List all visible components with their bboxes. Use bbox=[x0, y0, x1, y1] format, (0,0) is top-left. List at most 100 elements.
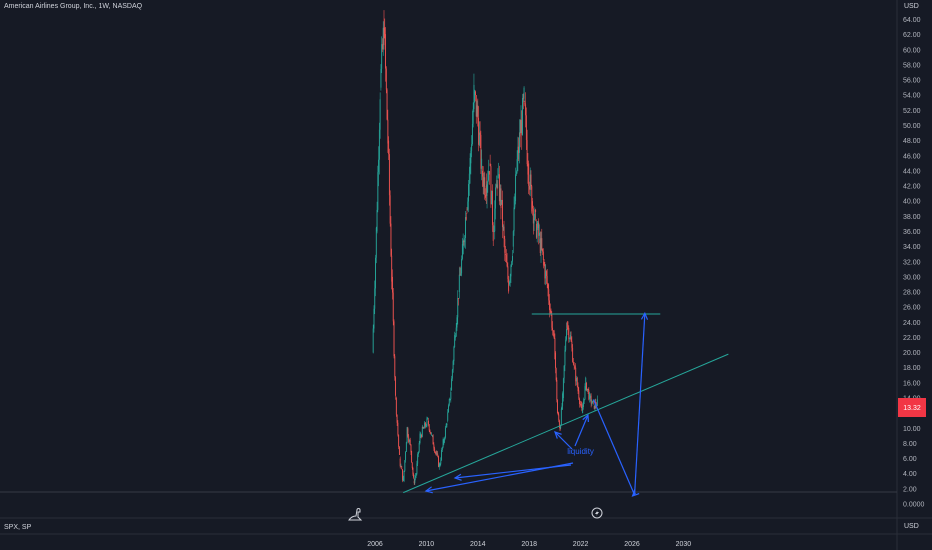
candle-body bbox=[488, 171, 490, 175]
candle-body bbox=[530, 174, 532, 187]
candle-body bbox=[557, 400, 558, 414]
candle-body bbox=[382, 44, 383, 50]
y-tick-label: 58.00 bbox=[903, 62, 921, 69]
candle-body bbox=[576, 377, 578, 387]
candle-body bbox=[497, 175, 499, 179]
candle-body bbox=[373, 308, 375, 329]
price-series bbox=[372, 10, 598, 485]
candle-body bbox=[377, 172, 379, 210]
candle-body bbox=[485, 194, 486, 198]
candle-body bbox=[586, 388, 588, 391]
y-tick-label: 40.00 bbox=[903, 199, 921, 206]
candle-body bbox=[548, 289, 550, 301]
candle-body bbox=[404, 460, 406, 471]
candle-body bbox=[457, 298, 459, 318]
candle-body bbox=[391, 255, 393, 282]
chart-title: American Airlines Group, Inc., 1W, NASDA… bbox=[4, 3, 143, 10]
candle-body bbox=[444, 437, 446, 441]
candle-body bbox=[440, 460, 442, 464]
candle-body bbox=[566, 328, 567, 340]
y-tick-label: 2.00 bbox=[903, 486, 917, 493]
candle-body bbox=[518, 132, 520, 153]
candle-body bbox=[584, 386, 586, 400]
candle-body bbox=[388, 140, 390, 155]
candle-body bbox=[441, 447, 443, 450]
liquidity-arrow-head bbox=[554, 431, 562, 439]
candle-body bbox=[427, 417, 429, 419]
candle-body bbox=[535, 209, 537, 213]
candle-body bbox=[468, 173, 470, 185]
candle-body bbox=[448, 405, 449, 413]
candle-body bbox=[382, 27, 384, 50]
candle-body bbox=[550, 310, 552, 313]
currency-label: USD bbox=[904, 3, 919, 10]
candle-body bbox=[376, 209, 378, 232]
lightning-icon[interactable] bbox=[591, 507, 603, 519]
candle-body bbox=[394, 356, 396, 378]
candle-body bbox=[527, 164, 529, 175]
candle-body bbox=[400, 466, 402, 468]
candle-body bbox=[464, 237, 466, 243]
candle-body bbox=[493, 231, 495, 233]
candle-body bbox=[438, 456, 439, 467]
candle-body bbox=[458, 298, 459, 299]
candle-body bbox=[555, 352, 556, 369]
candle-body bbox=[489, 163, 491, 167]
y-tick-label: 8.00 bbox=[903, 441, 917, 448]
candle-body bbox=[421, 434, 422, 437]
candle-body bbox=[372, 328, 374, 353]
candle-body bbox=[492, 224, 494, 241]
candle-body bbox=[390, 223, 392, 256]
candle-body bbox=[518, 146, 520, 153]
y-tick-label: 50.00 bbox=[903, 123, 921, 130]
y-tick-label: 56.00 bbox=[903, 78, 921, 85]
time-axis[interactable]: 2006 2010 2014 2018 2022 2026 2030 bbox=[367, 541, 691, 548]
candle-body bbox=[566, 322, 568, 328]
candle-body bbox=[459, 274, 461, 276]
projection-up-arrow bbox=[633, 313, 646, 495]
candle-body bbox=[438, 464, 440, 467]
candle-body bbox=[562, 378, 564, 399]
candle-body bbox=[458, 274, 460, 293]
candle-body bbox=[534, 209, 536, 219]
candle-body bbox=[556, 380, 558, 401]
candle-body bbox=[402, 469, 403, 481]
candle-body bbox=[443, 440, 445, 444]
candle-body bbox=[532, 201, 533, 209]
candle-body bbox=[508, 282, 510, 285]
y-tick-label: 60.00 bbox=[903, 47, 921, 54]
candle-body bbox=[591, 403, 593, 405]
candle-body bbox=[452, 361, 454, 370]
candle-body bbox=[549, 309, 551, 311]
x-tick-label: 2018 bbox=[521, 541, 537, 548]
candle-body bbox=[491, 190, 493, 205]
y-tick-label: 16.00 bbox=[903, 380, 921, 387]
candle-body bbox=[535, 223, 537, 238]
candle-body bbox=[446, 423, 448, 425]
candle-body bbox=[387, 119, 389, 144]
candle-body bbox=[454, 336, 456, 338]
candle-body bbox=[461, 258, 463, 274]
candle-body bbox=[477, 105, 479, 119]
candle-body bbox=[392, 276, 393, 293]
candle-body bbox=[525, 104, 527, 116]
price-axis[interactable]: 64.00 62.00 60.00 58.00 56.00 54.00 52.00 50.00… bbox=[903, 17, 925, 508]
candle-body bbox=[483, 177, 485, 187]
liquidity-arrow bbox=[454, 464, 572, 479]
y-tick-label: 0.0000 bbox=[903, 502, 925, 509]
candle-body bbox=[531, 186, 533, 212]
candle-body bbox=[471, 144, 473, 151]
candle-body bbox=[467, 201, 469, 210]
candle-body bbox=[434, 452, 436, 454]
candle-body bbox=[590, 395, 592, 404]
candle-body bbox=[572, 361, 574, 365]
candle-body bbox=[398, 446, 400, 455]
candle-body bbox=[409, 439, 411, 445]
candle-body bbox=[454, 335, 456, 348]
candle-body bbox=[568, 328, 570, 340]
compare-symbol-label[interactable]: SPX, SP bbox=[4, 524, 32, 531]
candle-body bbox=[498, 174, 500, 176]
y-tick-label: 24.00 bbox=[903, 320, 921, 327]
candle-body bbox=[389, 195, 391, 224]
